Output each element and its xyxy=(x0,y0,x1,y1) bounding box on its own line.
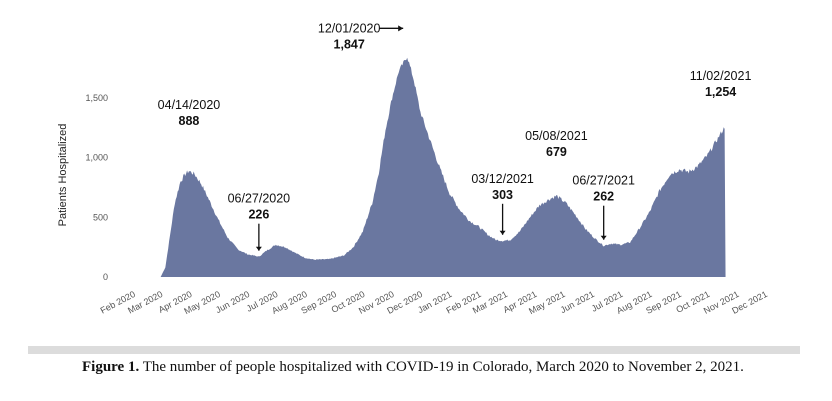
annotation-arrowhead xyxy=(398,25,404,32)
annotation-value: 262 xyxy=(593,190,614,204)
figure-caption: Figure 1. The number of people hospitali… xyxy=(82,358,802,377)
annotation-date: 06/27/2021 xyxy=(572,174,635,188)
annotation: 05/08/2021 679 xyxy=(525,129,588,159)
y-axis-title: Patients Hospitalized xyxy=(57,124,69,227)
caption-text: The number of people hospitalized with C… xyxy=(139,359,744,375)
annotation-arrowhead xyxy=(255,246,262,251)
annotation-arrowhead xyxy=(600,235,607,240)
x-tick-label: Jun 2020 xyxy=(214,289,251,315)
y-tick-label: 1,500 xyxy=(85,93,108,103)
annotation-value: 303 xyxy=(492,188,513,202)
annotation-value: 226 xyxy=(248,208,269,222)
caption-label: Figure 1. xyxy=(82,359,140,375)
annotation: 11/02/2021 1,254 xyxy=(690,69,752,99)
y-tick-label: 1,000 xyxy=(85,153,108,163)
y-axis-label: Patients Hospitalized xyxy=(57,124,69,227)
annotation-date: 12/01/2020 xyxy=(318,21,381,35)
y-axis-ticks: 0 500 1,000 1,500 xyxy=(85,93,108,282)
annotation-date: 06/27/2020 xyxy=(228,192,291,206)
annotation-date: 05/08/2021 xyxy=(525,129,588,143)
area-layer xyxy=(160,57,726,277)
y-tick-label: 0 xyxy=(103,272,108,282)
annotation: 06/27/2021 262 xyxy=(572,174,635,240)
annotation-date: 04/14/2020 xyxy=(158,98,221,112)
hospitalized-area xyxy=(160,57,726,277)
annotation-date: 03/12/2021 xyxy=(471,172,534,186)
annotation: 12/01/2020 1,847 xyxy=(318,21,404,51)
annotation-value: 1,847 xyxy=(334,37,365,51)
annotation: 03/12/2021 303 xyxy=(471,172,534,235)
y-tick-label: 500 xyxy=(93,212,108,222)
hospitalization-chart: Patients Hospitalized 0 500 1,000 1,500 Feb… xyxy=(57,21,769,316)
x-tick-label: Jun 2021 xyxy=(559,289,596,315)
caption-divider xyxy=(28,346,800,354)
annotation: 06/27/2020 226 xyxy=(228,192,291,251)
annotations: 04/14/2020 888 06/27/2020 226 12/01/2020 1,84… xyxy=(158,21,752,251)
annotation-value: 1,254 xyxy=(705,85,736,99)
annotation-date: 11/02/2021 xyxy=(690,69,752,83)
annotation-arrowhead xyxy=(499,230,506,235)
annotation-value: 679 xyxy=(546,145,567,159)
annotation-value: 888 xyxy=(179,114,200,128)
annotation: 04/14/2020 888 xyxy=(158,98,221,128)
